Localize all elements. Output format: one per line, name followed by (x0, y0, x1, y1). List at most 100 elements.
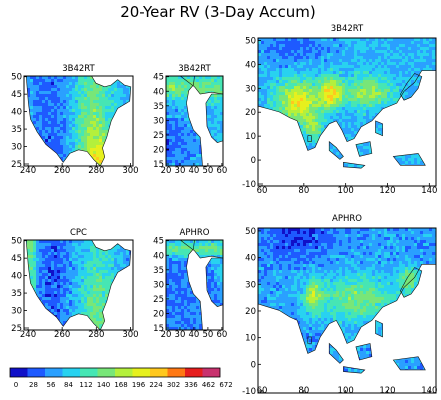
y-tick-label: 0 (251, 156, 256, 166)
colorbar-tick-label: 336 (184, 381, 198, 389)
colorbar-swatch (97, 368, 116, 377)
panel-title: APHRO (332, 214, 362, 224)
y-tick-label: 35 (153, 266, 164, 276)
colorbar-swatch (27, 368, 46, 377)
x-tick-label: 50 (202, 330, 213, 340)
y-tick-label: 30 (11, 307, 22, 317)
x-tick-label: 20 (161, 166, 172, 176)
y-tick-label: -10 (242, 180, 256, 190)
x-tick-label: 20 (161, 330, 172, 340)
colorbar-tick-label: 224 (149, 381, 163, 389)
colorbar-swatch (132, 368, 151, 377)
colorbar-tick-label: 462 (202, 381, 215, 389)
colorbar-tick-label: 112 (79, 381, 92, 389)
x-tick-label: 80 (298, 386, 309, 396)
panel-title: 3B42RT (62, 64, 95, 74)
y-tick-label: 10 (245, 132, 256, 142)
x-tick-label: 60 (257, 186, 268, 196)
x-tick-label: 240 (20, 166, 36, 176)
x-tick-label: 60 (257, 386, 268, 396)
y-tick-label: 25 (11, 324, 22, 334)
y-tick-label: 20 (153, 145, 164, 155)
panel-title: CPC (70, 228, 87, 238)
y-tick-label: 40 (11, 272, 22, 282)
y-tick-label: 25 (153, 131, 164, 141)
x-tick-label: 300 (122, 166, 138, 176)
panel-title: 3B42RT (331, 24, 364, 34)
y-tick-label: 20 (153, 309, 164, 319)
colorbar-tick-label: 56 (47, 381, 56, 389)
x-tick-label: 280 (88, 166, 104, 176)
y-tick-label: 20 (245, 307, 256, 317)
panel-na-3b42rt: 3B42RT 240 260 280 300 25 30 35 40 45 50 (11, 64, 138, 176)
y-tick-label: 45 (153, 237, 164, 247)
x-tick-label: 260 (54, 330, 70, 340)
colorbar-tick-label: 168 (114, 381, 127, 389)
y-tick-label: 35 (11, 125, 22, 135)
map-frame (257, 227, 437, 394)
x-tick-label: 30 (175, 166, 186, 176)
x-tick-label: 60 (216, 166, 227, 176)
x-tick-label: 140 (421, 186, 437, 196)
y-tick-label: 10 (245, 334, 256, 344)
panel-as-aphro: APHRO 60 80 100 120 140 -10 0 10 20 30 40 50 (242, 214, 437, 397)
panel-title: APHRO (180, 228, 210, 238)
y-tick-label: 35 (11, 289, 22, 299)
colorbar-swatch (80, 368, 98, 377)
colorbar-tick-label: 84 (64, 381, 73, 389)
x-tick-label: 280 (88, 330, 104, 340)
y-tick-label: -10 (242, 387, 256, 397)
colorbar-swatch (185, 368, 203, 377)
map-frame (165, 75, 224, 167)
colorbar-swatch (115, 368, 133, 377)
y-tick-label: 50 (11, 237, 22, 247)
y-tick-label: 30 (245, 84, 256, 94)
y-tick-label: 40 (11, 108, 22, 118)
x-tick-label: 140 (421, 386, 437, 396)
y-tick-label: 50 (11, 73, 22, 83)
y-tick-label: 45 (11, 254, 22, 264)
panel-na-cpc: CPC 240 260 280 300 25 30 35 40 45 50 (11, 228, 138, 340)
colorbar-tick-label: 0 (14, 381, 18, 389)
y-tick-label: 30 (11, 143, 22, 153)
y-tick-label: 35 (153, 102, 164, 112)
map-frame (165, 239, 224, 331)
figure-title: 20-Year RV (3-Day Accum) (120, 3, 316, 21)
y-tick-label: 15 (153, 324, 164, 334)
x-tick-label: 100 (338, 386, 354, 396)
y-tick-label: 40 (153, 251, 164, 261)
y-tick-label: 15 (153, 160, 164, 170)
y-tick-label: 40 (153, 87, 164, 97)
y-tick-label: 25 (153, 295, 164, 305)
y-tick-label: 45 (153, 73, 164, 83)
colorbar-swatch (202, 368, 221, 377)
y-tick-label: 50 (245, 227, 256, 237)
x-tick-label: 260 (54, 166, 70, 176)
colorbar-swatch (150, 368, 168, 377)
colorbar-swatch (10, 368, 28, 377)
y-tick-label: 0 (251, 360, 256, 370)
x-tick-label: 120 (379, 386, 395, 396)
colorbar-tick-label: 196 (132, 381, 146, 389)
x-tick-label: 40 (189, 330, 200, 340)
y-tick-label: 40 (245, 254, 256, 264)
colorbar: 0 28 56 84 112 140 168 196 224 302 336 462 672 (9, 367, 233, 389)
y-tick-label: 20 (245, 108, 256, 118)
x-tick-label: 240 (20, 330, 36, 340)
colorbar-tick-label: 28 (29, 381, 38, 389)
x-tick-label: 40 (189, 166, 200, 176)
x-tick-label: 30 (175, 330, 186, 340)
x-tick-label: 50 (202, 166, 213, 176)
colorbar-swatch (167, 368, 186, 377)
colorbar-swatch (62, 368, 81, 377)
y-tick-label: 30 (153, 280, 164, 290)
y-tick-label: 30 (245, 280, 256, 290)
colorbar-tick-label: 672 (219, 381, 232, 389)
y-tick-label: 25 (11, 160, 22, 170)
y-tick-label: 50 (245, 36, 256, 46)
panel-title: 3B42RT (178, 64, 211, 74)
map-frame (23, 239, 134, 331)
